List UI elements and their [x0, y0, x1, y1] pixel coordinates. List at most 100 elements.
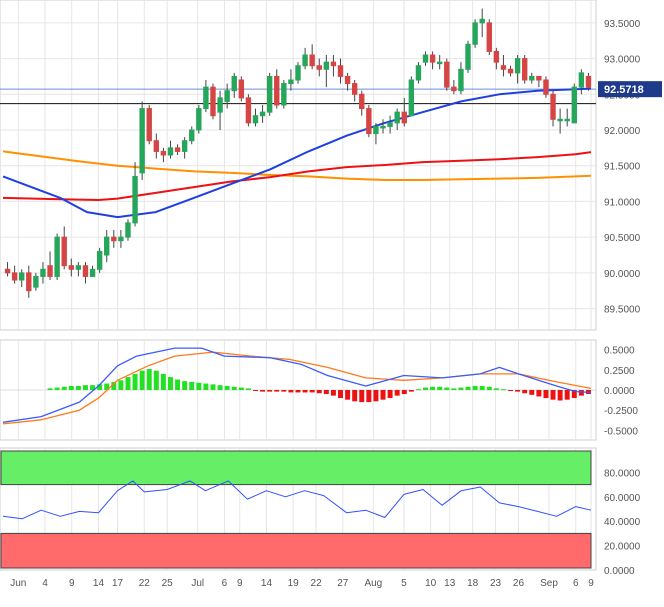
candle-down — [4, 268, 11, 274]
candle-up — [217, 97, 223, 113]
candle-up — [295, 65, 301, 81]
candle-down — [111, 236, 117, 242]
macd-hist-bar-up — [437, 386, 443, 390]
candle-up — [465, 43, 471, 70]
macd-hist-bar-down — [345, 390, 351, 400]
candle-up — [571, 86, 577, 124]
candle-down — [543, 79, 549, 95]
macd-hist-bar-up — [54, 387, 60, 390]
macd-hist-bar-up — [472, 385, 478, 390]
macd-hist-bar-up — [111, 381, 117, 390]
macd-hist-bar-up — [203, 383, 209, 390]
candle-up — [323, 61, 330, 70]
macd-hist-bar-up — [175, 379, 181, 390]
x-tick-label: 25 — [162, 578, 174, 589]
macd-hist-bar-down — [309, 390, 315, 393]
candle-up — [96, 250, 103, 270]
candle-down — [245, 97, 252, 124]
candle-up — [203, 86, 209, 110]
macd-hist-bar-up — [444, 387, 450, 390]
candle-down — [344, 75, 351, 85]
price-tick-label: 92.0000 — [604, 126, 641, 137]
rsi-tick-label: 40.0000 — [604, 517, 641, 528]
candle-down — [486, 22, 492, 52]
candle-up — [189, 129, 195, 142]
candle-down — [82, 265, 89, 277]
macd-hist-bar-up — [500, 389, 506, 391]
candle-up — [373, 125, 379, 135]
macd-hist-bar-down — [267, 390, 273, 392]
candle-down — [522, 58, 528, 81]
macd-hist-bar-up — [479, 385, 485, 390]
macd-hist-bar-down — [288, 390, 294, 393]
candle-up — [422, 54, 429, 63]
macd-hist-bar-up — [104, 383, 110, 390]
x-tick-label: 17 — [112, 578, 124, 589]
macd-hist-bar-down — [316, 390, 322, 394]
macd-hist-bar-down — [338, 390, 343, 399]
macd-hist-bar-down — [408, 390, 414, 392]
macd-hist-bar-up — [168, 377, 173, 390]
candle-down — [309, 54, 315, 67]
macd-hist-bar-up — [465, 386, 471, 390]
candle-up — [557, 118, 563, 122]
x-tick-label: 6 — [573, 578, 579, 589]
macd-hist-bar-down — [557, 390, 563, 401]
macd-hist-bar-down — [302, 390, 308, 393]
macd-hist-bar-down — [508, 390, 514, 391]
candle-up — [132, 175, 138, 224]
macd-tick-label: 0.0000 — [604, 386, 635, 397]
x-tick-label: 10 — [425, 578, 437, 589]
macd-hist-bar-up — [75, 385, 81, 390]
candle-up — [259, 111, 266, 117]
macd-hist-bar-down — [330, 390, 336, 396]
rsi-tick-label: 20.0000 — [604, 542, 641, 553]
macd-hist-bar-up — [458, 387, 464, 390]
macd-hist-bar-up — [210, 384, 216, 390]
candle-up — [33, 275, 39, 288]
x-tick-label: 5 — [401, 578, 407, 589]
price-tick-label: 91.5000 — [604, 162, 641, 173]
macd-tick-label: -0.5000 — [604, 426, 638, 437]
candle-down — [274, 75, 280, 106]
candle-down — [146, 108, 152, 142]
macd-hist-bar-down — [352, 390, 358, 402]
x-tick-label: 23 — [490, 578, 502, 589]
macd-hist-bar-down — [359, 390, 365, 403]
macd-hist-bar-up — [118, 380, 124, 390]
x-tick-label: 4 — [42, 578, 48, 589]
macd-tick-label: 0.5000 — [604, 346, 635, 357]
x-tick-label: 9 — [588, 578, 594, 589]
candle-down — [451, 86, 457, 92]
macd-hist-bar-down — [366, 390, 372, 403]
macd-hist-bar-up — [182, 381, 188, 390]
x-tick-label: Jun — [10, 578, 26, 589]
macd-hist-bar-down — [529, 390, 535, 395]
macd-hist-bar-down — [536, 390, 542, 397]
candle-up — [19, 272, 25, 281]
macd-hist-bar-up — [139, 370, 145, 390]
candle-up — [564, 118, 570, 122]
candle-up — [302, 54, 308, 67]
candle-up — [40, 268, 46, 277]
candle-down — [153, 140, 160, 152]
macd-hist-bar-up — [146, 369, 152, 390]
candle-down — [316, 65, 322, 70]
x-tick-label: 13 — [444, 578, 456, 589]
candle-up — [139, 108, 145, 174]
macd-hist-bar-up — [217, 385, 223, 390]
candle-up — [387, 122, 393, 127]
macd-hist-bar-down — [401, 390, 407, 395]
candle-up — [266, 75, 273, 113]
candle-up — [181, 140, 188, 152]
rsi-tick-label: 60.0000 — [604, 493, 641, 504]
candle-down — [493, 50, 500, 63]
macd-hist-bar-up — [68, 385, 74, 390]
candle-up — [281, 83, 287, 106]
macd-hist-bar-up — [61, 386, 67, 390]
x-tick-label: 22 — [139, 578, 151, 589]
candle-up — [288, 79, 294, 85]
candle-down — [444, 61, 450, 88]
macd-hist-bar-up — [82, 385, 88, 390]
price-tick-label: 89.5000 — [604, 305, 641, 316]
